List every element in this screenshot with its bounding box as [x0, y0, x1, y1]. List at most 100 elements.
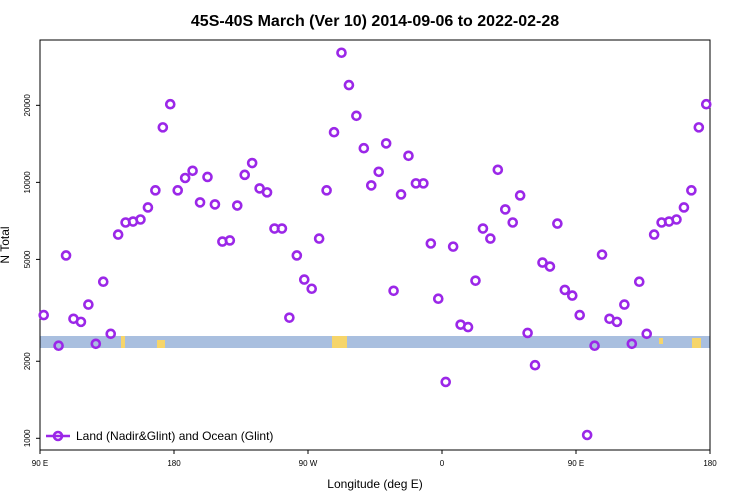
band-patch: [692, 338, 701, 348]
point: [596, 249, 608, 260]
point: [395, 189, 407, 200]
x-tick-label: 180: [703, 459, 717, 468]
legend-label: Land (Nadir&Glint) and Ocean (Glint): [76, 429, 273, 443]
point: [648, 229, 660, 240]
point: [306, 283, 318, 295]
point: [276, 223, 288, 234]
point: [499, 204, 511, 215]
point: [284, 312, 295, 323]
chart-title: 45S-40S March (Ver 10) 2014-09-06 to 202…: [191, 13, 559, 30]
y-tick-label: 5000: [23, 250, 32, 268]
point: [440, 376, 452, 388]
y-tick-label: 10000: [23, 171, 32, 194]
point: [321, 185, 332, 196]
point: [447, 241, 459, 252]
y-tick-label: 1000: [23, 429, 32, 447]
point: [179, 172, 191, 184]
point: [514, 190, 526, 201]
point: [462, 321, 474, 333]
point: [246, 157, 258, 169]
y-axis-label: N Total: [0, 226, 12, 263]
point: [142, 202, 154, 213]
point: [157, 122, 169, 133]
point: [97, 276, 109, 288]
point: [358, 142, 370, 154]
point: [351, 110, 362, 122]
point: [224, 235, 236, 246]
point: [83, 299, 94, 310]
point: [641, 328, 653, 340]
point: [239, 169, 251, 181]
point: [432, 293, 444, 305]
band: [40, 336, 710, 348]
point: [529, 359, 541, 371]
point: [202, 171, 213, 183]
point: [328, 126, 340, 138]
point: [470, 275, 481, 286]
point: [164, 98, 176, 110]
point: [313, 233, 325, 244]
x-axis-label: Longitude (deg E): [327, 477, 422, 491]
point: [581, 429, 593, 441]
point: [38, 309, 50, 321]
point: [187, 165, 198, 177]
point: [105, 328, 117, 340]
point: [209, 199, 221, 210]
x-tick-label: 90 E: [568, 459, 584, 468]
x-tick-label: 90 E: [32, 459, 48, 468]
point: [418, 178, 429, 189]
point: [90, 338, 102, 350]
point: [574, 309, 586, 321]
point: [373, 166, 385, 178]
series: [38, 47, 712, 441]
legend-marker: [52, 430, 64, 442]
point: [403, 150, 414, 162]
band-patch: [157, 340, 165, 348]
point: [544, 261, 556, 272]
point: [626, 338, 638, 350]
point: [522, 327, 533, 339]
point: [700, 98, 712, 110]
point: [552, 218, 563, 229]
point: [60, 250, 72, 261]
point: [686, 185, 697, 196]
point: [477, 223, 489, 234]
point: [380, 138, 392, 149]
point: [231, 200, 243, 211]
band-patch: [332, 336, 347, 348]
point: [611, 316, 623, 328]
band-patch: [121, 336, 125, 348]
land-ocean-band: [40, 336, 710, 348]
point: [150, 185, 161, 196]
point: [507, 217, 519, 228]
point: [291, 250, 303, 261]
point: [336, 47, 347, 59]
point: [112, 229, 124, 240]
point: [566, 290, 578, 301]
point: [671, 214, 682, 225]
point: [298, 274, 310, 285]
band-patch: [659, 338, 663, 344]
x-tick-label: 0: [440, 459, 445, 468]
point: [678, 202, 690, 213]
point: [693, 122, 705, 133]
plot-frame: [39, 39, 711, 451]
point: [589, 340, 600, 352]
point: [365, 180, 377, 191]
point: [261, 187, 273, 198]
point: [633, 276, 645, 288]
point: [53, 340, 64, 352]
point: [135, 214, 146, 225]
point: [492, 164, 504, 176]
point: [172, 185, 184, 196]
point: [485, 233, 496, 244]
point: [425, 238, 437, 249]
x-tick-label: 180: [167, 459, 181, 468]
point: [194, 197, 206, 208]
point: [75, 316, 87, 328]
y-tick-label: 2000: [23, 352, 32, 370]
point: [388, 285, 399, 297]
y-tick-label: 20000: [23, 94, 32, 117]
